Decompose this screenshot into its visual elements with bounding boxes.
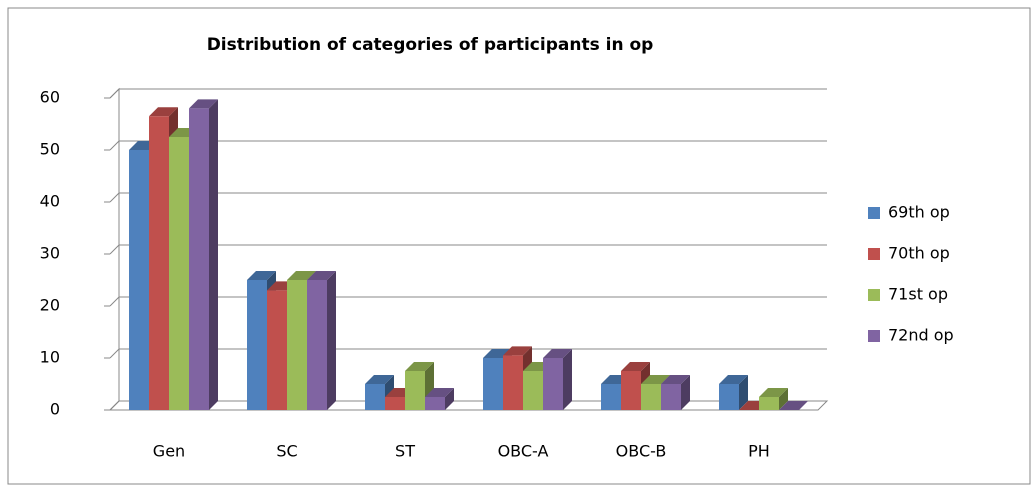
bar-front xyxy=(543,358,563,410)
bar-top xyxy=(307,271,336,280)
x-tick-label: OBC-A xyxy=(498,442,549,461)
bar-side xyxy=(779,388,788,410)
bar-front xyxy=(267,290,287,410)
legend-swatch xyxy=(868,289,880,301)
legend-label: 69th op xyxy=(888,203,950,222)
bar xyxy=(719,375,748,410)
bar-top xyxy=(247,271,276,280)
bar-front xyxy=(405,371,425,410)
bar-front xyxy=(425,397,445,410)
bar-top xyxy=(503,346,532,356)
bar-front xyxy=(287,280,307,410)
bar-front xyxy=(601,384,621,410)
x-tick-label: PH xyxy=(748,442,770,461)
bar-top xyxy=(149,107,178,117)
bar-front xyxy=(365,384,385,410)
bar-top xyxy=(365,375,394,384)
bar-side xyxy=(327,271,336,410)
grid-line-side xyxy=(109,348,120,359)
bar xyxy=(779,401,808,410)
bar-top xyxy=(779,401,808,410)
bar-front xyxy=(189,108,209,411)
bar-top xyxy=(661,375,690,384)
bar-front xyxy=(503,355,523,410)
y-tick-label: 0 xyxy=(50,400,60,419)
x-tick-label: Gen xyxy=(153,442,185,461)
grid-line-side xyxy=(109,88,120,99)
bar-top xyxy=(719,375,748,384)
y-tick-label: 10 xyxy=(40,348,60,367)
bar-front xyxy=(129,150,149,410)
bar-side xyxy=(681,375,690,410)
y-tick-label: 50 xyxy=(40,140,60,159)
x-tick-label: OBC-B xyxy=(616,442,667,461)
bar-front xyxy=(483,358,503,410)
bar-front xyxy=(621,371,641,410)
bar-side xyxy=(739,375,748,410)
grid-line-side xyxy=(109,244,120,255)
legend-swatch xyxy=(868,330,880,342)
bar-front xyxy=(661,384,681,410)
legend-label: 70th op xyxy=(888,244,950,263)
bar-front xyxy=(759,397,779,410)
bar-top xyxy=(759,388,788,397)
bar-front xyxy=(307,280,327,410)
grid-line-side xyxy=(109,296,120,307)
bar-front xyxy=(719,384,739,410)
bar-front xyxy=(169,137,189,410)
legend-label: 72nd op xyxy=(888,326,954,345)
y-tick-label: 40 xyxy=(40,192,60,211)
bar-top xyxy=(405,362,434,371)
bar-front xyxy=(641,384,661,410)
grid-line-side xyxy=(109,400,120,411)
legend-swatch xyxy=(868,248,880,260)
legend-label: 71st op xyxy=(888,285,948,304)
y-tick-label: 30 xyxy=(40,244,60,263)
x-tick-label: SC xyxy=(276,442,297,461)
bar-side xyxy=(445,388,454,410)
bar-top xyxy=(621,362,650,371)
bar xyxy=(543,349,572,410)
y-tick-label: 20 xyxy=(40,296,60,315)
bar xyxy=(189,99,218,411)
bar-top xyxy=(287,271,316,280)
bar xyxy=(307,271,336,410)
bar-front xyxy=(149,116,169,410)
bar xyxy=(661,375,690,410)
bar-front xyxy=(523,371,543,410)
x-tick-label: ST xyxy=(395,442,415,461)
bar-front xyxy=(385,397,405,410)
bar-top xyxy=(189,99,218,109)
bar-side xyxy=(563,349,572,410)
bar-front xyxy=(247,280,267,410)
bar-side xyxy=(209,99,218,411)
chart-title: Distribution of categories of participan… xyxy=(207,35,654,55)
y-tick-label: 60 xyxy=(40,88,60,107)
bar xyxy=(759,388,788,410)
legend-swatch xyxy=(868,207,880,219)
grid-line-side xyxy=(109,140,120,151)
bar-top xyxy=(425,388,454,397)
bar-top xyxy=(543,349,572,358)
bar xyxy=(425,388,454,410)
grid-line-side xyxy=(109,192,120,203)
bar-top xyxy=(641,375,670,384)
